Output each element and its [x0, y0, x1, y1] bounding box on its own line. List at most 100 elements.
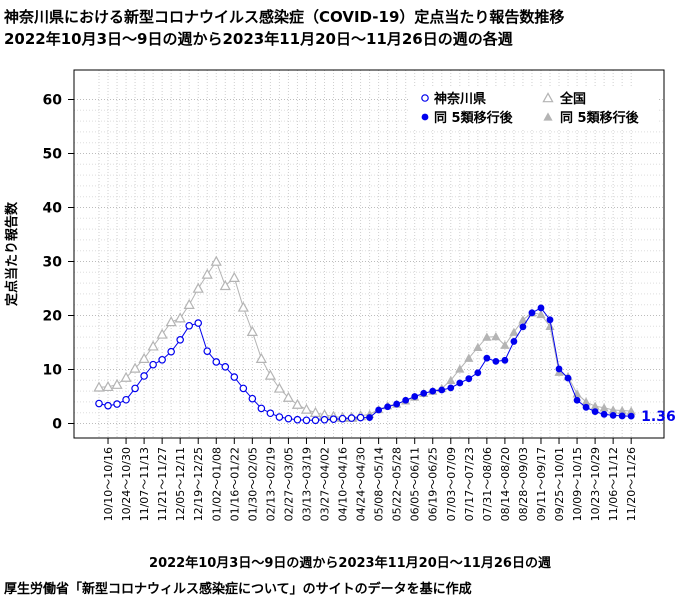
data-point-national — [120, 371, 132, 382]
data-point-kanagawa — [338, 414, 347, 423]
x-tick-label: 05/22～05/28 — [391, 447, 404, 521]
series-national — [93, 255, 636, 422]
data-point-national-after — [617, 405, 627, 415]
legend-label-national: 全国 — [559, 91, 586, 107]
x-tick-label: 09/25～10/01 — [553, 447, 566, 521]
data-point-national — [264, 369, 276, 380]
x-tick-label: 06/05～06/11 — [409, 447, 422, 521]
data-point-kanagawa-after — [546, 316, 554, 324]
x-tick-label: 10/24～10/30 — [120, 447, 133, 521]
data-point-national — [273, 382, 286, 393]
data-point-national-after — [509, 327, 519, 336]
data-point-national-after — [500, 340, 510, 349]
x-tick-label: 07/03～07/09 — [445, 447, 458, 521]
data-point-kanagawa — [248, 394, 257, 403]
data-point-kanagawa — [230, 373, 239, 381]
data-point-kanagawa — [203, 347, 212, 355]
data-point-national — [246, 325, 258, 336]
data-point-kanagawa-after — [573, 396, 581, 404]
x-tick-label: 10/10～10/16 — [102, 447, 115, 521]
plot-frame — [73, 69, 665, 439]
data-point-kanagawa — [140, 372, 148, 380]
y-axis: 0 10 20 30 40 50 60 — [43, 93, 74, 433]
y-tick-label: 60 — [43, 93, 63, 109]
data-point-national — [93, 381, 105, 392]
x-tick-label: 11/21～11/27 — [156, 447, 169, 521]
data-point-kanagawa — [194, 319, 203, 327]
data-point-national-after — [608, 405, 618, 414]
x-tick-label: 08/14～08/20 — [499, 447, 512, 521]
data-point-national — [102, 380, 114, 392]
y-axis-label: 定点当たり報告数 — [4, 201, 20, 307]
data-point-national-after — [626, 406, 636, 415]
data-point-kanagawa-after — [582, 403, 590, 411]
data-point-kanagawa — [311, 416, 320, 425]
data-point-national — [228, 271, 240, 282]
x-tick-label: 08/28～09/03 — [517, 447, 530, 521]
last-value-label: 1.36 — [641, 409, 676, 425]
data-point-kanagawa-after — [474, 369, 482, 377]
data-point-kanagawa — [293, 415, 302, 424]
data-point-kanagawa-after — [447, 384, 455, 392]
data-point-kanagawa-after — [384, 403, 392, 411]
legend-marker-national — [542, 92, 554, 103]
data-point-kanagawa-after — [510, 338, 518, 345]
x-tick-label: 02/13～02/19 — [264, 447, 277, 521]
data-point-kanagawa-after — [420, 389, 428, 397]
x-tick-label: 06/19～06/25 — [427, 447, 440, 521]
data-point-national-after — [599, 403, 609, 412]
data-point-national — [174, 312, 186, 323]
data-point-national-after — [446, 375, 456, 384]
legend-label-national-after: 同 5類移行後 — [560, 110, 640, 126]
data-point-national — [138, 352, 150, 363]
data-point-national — [300, 403, 313, 414]
legend-label-kanagawa-after: 同 5類移行後 — [434, 110, 514, 126]
data-point-national-after — [536, 309, 546, 319]
data-point-kanagawa — [266, 409, 275, 418]
data-point-kanagawa-after — [618, 412, 626, 420]
y-tick-label: 0 — [52, 417, 62, 433]
data-point-kanagawa-after — [465, 375, 473, 383]
x-tick-label: 09/11～09/17 — [535, 447, 548, 521]
data-point-national — [183, 298, 195, 309]
x-tick-label: 03/27～04/02 — [319, 447, 332, 521]
x-tick-label: 01/02～01/08 — [210, 447, 223, 521]
x-tick-label: 11/20～11/26 — [625, 447, 638, 521]
data-point-national-after — [464, 353, 474, 362]
data-point-national — [219, 279, 231, 291]
data-point-kanagawa-after — [375, 406, 383, 414]
legend: 神奈川県 全国 同 5類移行後 同 5類移行後 — [410, 86, 658, 128]
data-point-kanagawa-after — [366, 414, 373, 421]
data-point-kanagawa-after — [492, 358, 500, 365]
data-point-kanagawa-after — [438, 386, 446, 394]
data-point-kanagawa — [113, 400, 121, 408]
series-line-kanagawa — [98, 307, 632, 421]
data-point-kanagawa-after — [537, 304, 545, 312]
x-tick-label: 02/27～03/05 — [282, 447, 295, 521]
data-point-kanagawa — [257, 404, 266, 413]
legend-marker-kanagawa-after — [421, 113, 429, 121]
data-point-national-after — [482, 332, 492, 341]
data-point-national — [282, 391, 295, 402]
y-tick-label: 10 — [43, 363, 63, 379]
x-axis-title: 2022年10月3日～9日の週から2023年11月20日～11月26日の週 — [149, 556, 551, 571]
data-point-national — [165, 316, 177, 327]
x-tick-label: 11/07～11/13 — [138, 447, 151, 521]
x-tick-label: 12/19～12/25 — [192, 447, 205, 521]
source-note: 厚生労働省「新型コロナウィルス感染症について」のサイトのデータを基に作成 — [4, 582, 472, 597]
x-tick-label: 11/06～11/12 — [607, 447, 620, 521]
x-tick-label: 10/09～10/15 — [571, 447, 584, 521]
data-point-kanagawa-after — [564, 374, 572, 382]
data-point-national — [129, 362, 141, 373]
data-point-national-after — [590, 401, 600, 410]
data-point-kanagawa-after — [411, 393, 419, 400]
x-tick-label: 07/17～07/23 — [463, 447, 476, 521]
data-point-kanagawa — [104, 401, 112, 410]
data-point-kanagawa — [167, 347, 175, 356]
data-point-national — [291, 398, 304, 409]
data-point-kanagawa — [221, 362, 230, 371]
x-axis: 10/10～10/16 10/24～10/30 11/07～11/13 11/21～1… — [102, 438, 638, 521]
data-point-national — [255, 352, 267, 363]
data-point-kanagawa-after — [456, 379, 464, 387]
x-tick-label: 10/23～10/29 — [589, 447, 602, 521]
